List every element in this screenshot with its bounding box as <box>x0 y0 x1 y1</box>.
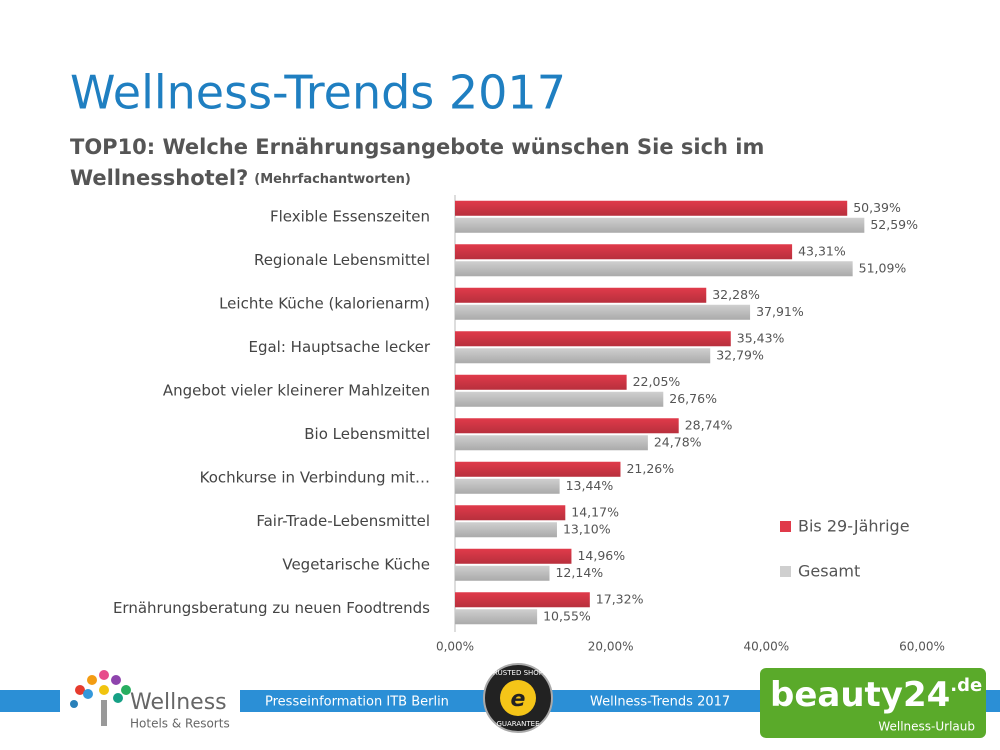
subtitle-line: Wellnesshotel? <box>70 166 248 190</box>
brand: beauty24.de <box>770 675 982 715</box>
footer-left: Presseinformation ITB Berlin <box>265 695 449 710</box>
value-label: 43,31% <box>798 243 846 258</box>
subtitle-note: (Mehrfachantworten) <box>254 172 411 187</box>
value-label: 51,09% <box>859 260 907 275</box>
bar-shade <box>455 522 557 538</box>
category-label: Leichte Küche (kalorienarm) <box>219 294 430 312</box>
category-label: Regionale Lebensmittel <box>254 251 430 269</box>
value-label: 28,74% <box>685 417 733 432</box>
x-tick-label: 60,00% <box>899 640 945 654</box>
category-label: Vegetarische Küche <box>282 555 430 573</box>
logo-tree <box>70 670 131 726</box>
bar-shade <box>455 287 707 303</box>
value-label: 32,28% <box>712 287 760 302</box>
bar-shade <box>455 348 711 364</box>
value-label: 26,76% <box>669 391 717 406</box>
bar-shade <box>455 435 648 451</box>
value-label: 17,32% <box>596 591 644 606</box>
value-label: 21,26% <box>626 461 674 476</box>
brand-name: beauty24 <box>770 675 950 715</box>
x-tick-label: 0,00% <box>436 640 474 654</box>
value-label: 10,55% <box>543 608 591 623</box>
legend-label: Gesamt <box>798 562 860 581</box>
brand-tagline: Wellness-Urlaub <box>878 720 975 734</box>
value-label: 13,10% <box>563 521 611 536</box>
category-label: Bio Lebensmittel <box>304 425 430 443</box>
category-label: Angebot vieler kleinerer Mahlzeiten <box>163 381 430 399</box>
slide-title: Wellness-Trends 2017 <box>70 66 566 120</box>
category-label: Flexible Essenszeiten <box>270 207 430 225</box>
legend-label: Bis 29-Jährige <box>798 517 910 536</box>
logo-bg <box>60 660 240 750</box>
logo-sub: Hotels & Resorts <box>130 717 230 731</box>
bar-shade <box>455 391 664 407</box>
category-label: Ernährungsberatung zu neuen Foodtrends <box>113 599 430 617</box>
bar-shade <box>455 418 679 434</box>
x-tick-label: 20,00% <box>588 640 634 654</box>
subtitle: Wellnesshotel? (Mehrfachantworten) <box>70 166 411 190</box>
value-label: 14,17% <box>571 504 619 519</box>
legend-swatch <box>780 521 791 532</box>
brand-suffix: .de <box>950 675 982 696</box>
bar-shade <box>455 565 550 581</box>
logo-name: Wellness <box>130 690 227 715</box>
brand-box <box>760 668 986 738</box>
value-label: 37,91% <box>756 304 804 319</box>
bar-shade <box>455 548 572 564</box>
footer-right: Wellness-Trends 2017 <box>590 695 730 710</box>
value-label: 22,05% <box>633 374 681 389</box>
subtitle: TOP10: Welche Ernährungsangebote wünsche… <box>70 135 764 159</box>
category-label: Kochkurse in Verbindung mit… <box>200 468 430 486</box>
bar-shade <box>455 478 560 494</box>
value-label: 35,43% <box>737 330 785 345</box>
bar-shade <box>455 217 865 233</box>
bar-shade <box>455 200 848 216</box>
bar-shade <box>455 261 853 277</box>
category-label: Egal: Hauptsache lecker <box>248 338 430 356</box>
badge-letter: e <box>511 687 526 712</box>
value-label: 52,59% <box>870 217 918 232</box>
bar-shade <box>455 304 751 320</box>
value-label: 12,14% <box>555 565 603 580</box>
legend-swatch <box>780 566 791 577</box>
value-label: 32,79% <box>716 347 764 362</box>
bar-shade <box>455 374 627 390</box>
value-label: 24,78% <box>654 434 702 449</box>
bar-shade <box>455 331 731 347</box>
plot: 0,00% 20,00% 40,00% 60,00% Flexible Essensze… <box>113 200 945 654</box>
bar-shade <box>455 592 590 608</box>
bar-shade <box>455 461 621 477</box>
value-label: 14,96% <box>577 548 625 563</box>
bar-shade <box>455 609 538 625</box>
badge-bottom: GUARANTEE <box>496 720 539 728</box>
value-label: 13,44% <box>566 478 614 493</box>
x-tick-label: 40,00% <box>743 640 789 654</box>
bar-shade <box>455 505 566 521</box>
category-label: Fair-Trade-Lebensmittel <box>256 512 430 530</box>
value-label: 50,39% <box>853 200 901 215</box>
badge-top: TRUSTED SHOPS <box>488 669 548 677</box>
badge-core <box>500 680 536 716</box>
bar-shade <box>455 244 793 260</box>
